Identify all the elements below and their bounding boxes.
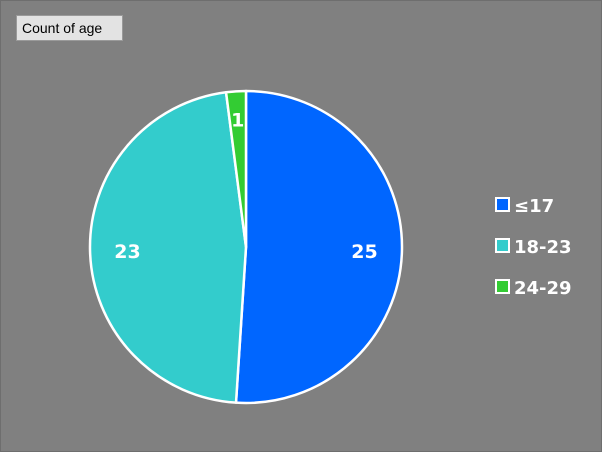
slice-value-label-18-23: 23 <box>114 241 140 263</box>
pie-slices <box>88 89 404 405</box>
pie-slice-18-23[interactable] <box>88 91 248 404</box>
legend-label-24-29: 24-29 <box>514 278 572 299</box>
legend-swatch-le17 <box>495 197 510 212</box>
slice-value-label-le17: 25 <box>351 241 377 263</box>
legend-label-le17: ≤17 <box>514 196 554 217</box>
legend-swatch-24-29 <box>495 279 510 294</box>
count-of-age-field-button[interactable]: Count of age <box>16 15 123 41</box>
legend-swatch-18-23 <box>495 238 510 253</box>
pie-slice-le17[interactable] <box>234 89 404 405</box>
slice-value-label-24-29: 1 <box>231 109 244 131</box>
legend-label-18-23: 18-23 <box>514 237 572 258</box>
slice-labels: 25 23 1 <box>114 109 377 262</box>
legend: ≤17 18-23 24-29 <box>495 196 572 299</box>
pie-slice-24-29[interactable] <box>224 89 248 249</box>
